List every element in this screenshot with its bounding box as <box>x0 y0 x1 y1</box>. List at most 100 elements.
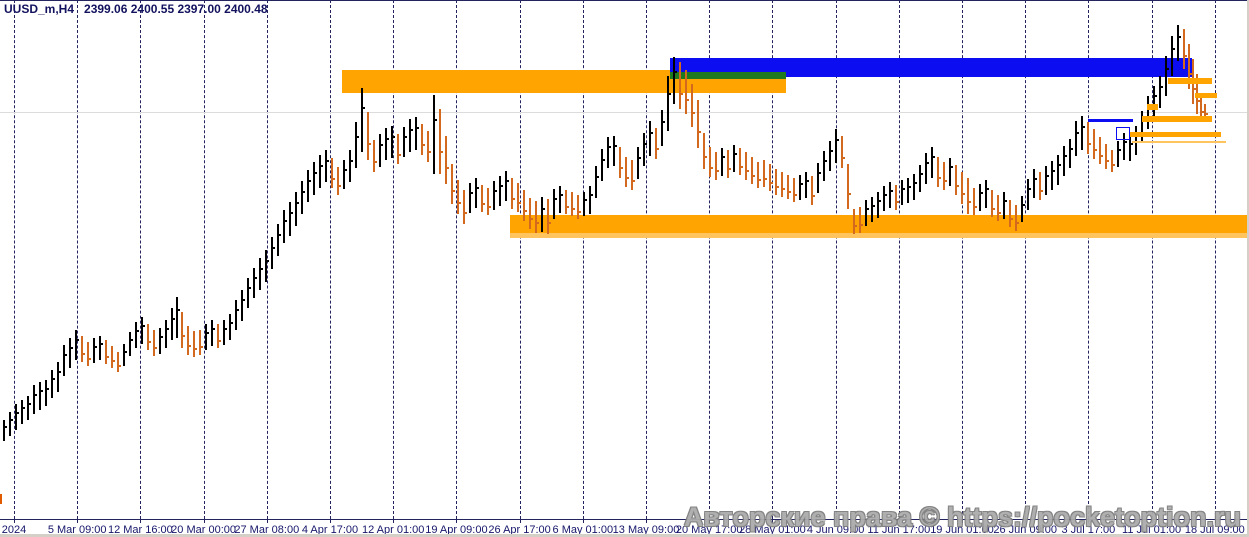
price-bar <box>27 396 29 420</box>
price-bar <box>181 312 183 348</box>
price-bar <box>3 420 5 441</box>
price-bar-close-tick <box>47 388 49 390</box>
price-bar <box>805 172 807 198</box>
price-bar <box>397 134 399 164</box>
price-bar-close-tick <box>807 180 809 182</box>
price-bar <box>379 134 381 167</box>
price-bar <box>265 250 267 282</box>
price-bar <box>295 192 297 226</box>
price-bar <box>259 258 261 290</box>
price-bar <box>1123 133 1125 160</box>
price-bar <box>715 152 717 180</box>
supply-zone-blue[interactable] <box>670 58 1192 77</box>
price-bar <box>811 176 813 205</box>
price-bar-close-tick <box>939 177 941 179</box>
price-bar <box>877 192 879 218</box>
price-bar-close-tick <box>261 268 263 270</box>
price-bar <box>93 338 95 363</box>
price-bar-close-tick <box>89 358 91 360</box>
orange-level-b[interactable] <box>1195 93 1217 98</box>
price-bar-close-tick <box>855 225 857 227</box>
price-bar-close-tick <box>657 148 659 150</box>
price-bar-close-tick <box>1194 88 1196 90</box>
price-bar-close-tick <box>885 194 887 196</box>
price-bar-close-tick <box>17 412 19 414</box>
price-bar-close-tick <box>513 198 515 200</box>
price-bar <box>571 192 573 216</box>
axis-date-label: 19 Jun 01:00 <box>930 524 994 536</box>
price-bar <box>991 190 993 217</box>
price-bar <box>57 362 59 392</box>
price-bar-close-tick <box>178 309 180 311</box>
left-edge-artifact <box>0 494 2 504</box>
price-bar-close-tick <box>573 208 575 210</box>
price-bar <box>415 117 417 150</box>
price-bar <box>81 336 83 362</box>
price-bar <box>51 370 53 398</box>
price-bar-close-tick <box>1119 149 1121 151</box>
axis-date-label: 12 Apr 01:00 <box>361 524 425 536</box>
axis-date-label: 11 Jun 17:00 <box>867 524 931 536</box>
orange-level-e-thin[interactable] <box>1132 141 1226 143</box>
price-bar-close-tick <box>279 234 281 236</box>
demand-band-orange[interactable] <box>510 215 1249 233</box>
plot-area[interactable] <box>0 0 1249 519</box>
axis-tick <box>393 520 395 523</box>
axis-tick <box>1088 520 1090 523</box>
price-bar <box>403 127 405 157</box>
orange-level-c[interactable] <box>1142 116 1212 122</box>
orange-level-d[interactable] <box>1130 132 1221 137</box>
price-bar-close-tick <box>53 378 55 380</box>
x-axis[interactable]: 2024 5 Mar 09:00 12 Mar 16:00 20 Mar 00:00 2… <box>0 519 1249 537</box>
price-bar <box>313 162 315 195</box>
price-bar <box>319 155 321 188</box>
price-bar <box>199 330 201 355</box>
price-bar <box>973 188 975 215</box>
price-bar-close-tick <box>765 178 767 180</box>
orange-level-a[interactable] <box>1168 78 1212 84</box>
vertical-gridline <box>582 0 584 519</box>
price-bar <box>565 190 567 214</box>
axis-tick <box>1151 520 1153 523</box>
chart-title: UUSD_m,H4 2399.06 2400.55 2397.00 2400.48 <box>4 2 268 16</box>
price-bar <box>33 385 35 414</box>
price-bar-close-tick <box>591 194 593 196</box>
mini-orange-box[interactable] <box>1147 104 1158 110</box>
price-bar <box>625 157 627 187</box>
blue-mini-box[interactable] <box>1116 127 1130 140</box>
price-bar <box>1204 104 1206 118</box>
vertical-gridline <box>1088 0 1090 519</box>
price-bar-close-tick <box>609 146 611 148</box>
vertical-gridline <box>1151 0 1153 519</box>
price-bar-close-tick <box>567 206 569 208</box>
price-bar-close-tick <box>1059 164 1061 166</box>
price-bar <box>241 290 243 321</box>
price-bar <box>187 326 189 355</box>
price-bar-close-tick <box>585 199 587 201</box>
price-bar <box>517 183 519 212</box>
price-bar <box>583 192 585 216</box>
price-bar-close-tick <box>507 180 509 182</box>
price-bar <box>847 164 849 209</box>
price-bar-close-tick <box>795 194 797 196</box>
price-bar <box>637 147 639 179</box>
price-bar <box>1087 122 1089 154</box>
axis-tick <box>835 520 837 523</box>
price-bar-close-tick <box>1190 73 1192 75</box>
price-bar <box>235 300 237 330</box>
demand-band-orange-light-edge[interactable] <box>510 233 1249 238</box>
price-bar-close-tick <box>861 224 863 226</box>
price-bar-close-tick <box>603 159 605 161</box>
overlap-zone-green[interactable] <box>670 72 786 79</box>
price-bar <box>553 189 555 219</box>
price-bar-close-tick <box>101 343 103 345</box>
vertical-gridline <box>456 0 458 519</box>
price-bar <box>355 122 357 168</box>
price-bar <box>385 128 387 160</box>
price-bar <box>1063 146 1065 176</box>
price-bar-close-tick <box>411 129 413 131</box>
price-bar-close-tick <box>615 145 617 147</box>
blue-level-line[interactable] <box>1088 119 1133 122</box>
price-bar-close-tick <box>1011 218 1013 220</box>
price-bar-close-tick <box>35 394 37 396</box>
